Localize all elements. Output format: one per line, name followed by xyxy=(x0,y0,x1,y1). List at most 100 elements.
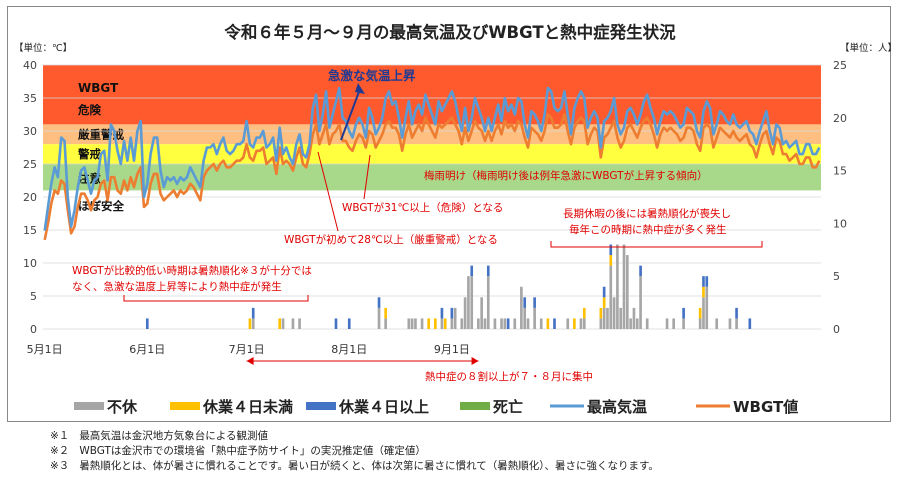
annotation-box xyxy=(421,369,611,383)
case-bar xyxy=(728,318,732,329)
footnote: ※１ 最高気温は金沢地方気象台による観測値 xyxy=(50,430,268,442)
case-bar xyxy=(278,318,282,329)
grid-layer xyxy=(43,64,821,330)
case-bar xyxy=(526,318,530,329)
x-tick-label: 7月1日 xyxy=(229,343,265,356)
case-bar xyxy=(582,318,586,329)
case-bar xyxy=(298,318,301,329)
case-bar xyxy=(579,318,583,329)
case-bar xyxy=(440,318,444,329)
case-bar xyxy=(477,318,480,329)
left-tick-label: 15 xyxy=(23,224,37,237)
annotation-bracket xyxy=(550,241,763,248)
period-arrow-head xyxy=(246,357,254,365)
case-bar xyxy=(450,318,454,329)
case-bar xyxy=(702,297,705,329)
line-layer xyxy=(43,86,821,241)
left-tick-label: 30 xyxy=(23,125,37,138)
case-bar xyxy=(523,307,527,329)
case-bar xyxy=(632,307,636,329)
annotation-text: WBGTが初めて28℃以上（厳重警戒）となる xyxy=(284,233,498,246)
annotation-text: 熱中症の８割以上が７・８月に集中 xyxy=(425,370,593,383)
annotation-text: 急激な気温上昇 xyxy=(328,68,416,83)
case-bar xyxy=(520,286,523,329)
case-bar xyxy=(546,318,550,329)
left-tick-label: 0 xyxy=(30,323,37,336)
band-label: 厳重警戒 xyxy=(78,127,124,141)
case-bar xyxy=(248,318,252,329)
legend-label: 不休 xyxy=(107,398,138,416)
case-bar xyxy=(453,307,457,329)
case-bar xyxy=(626,255,629,329)
case-bar xyxy=(377,297,381,308)
case-bar xyxy=(281,318,285,329)
case-bar xyxy=(715,318,719,329)
right-tick-label: 25 xyxy=(833,59,847,72)
annotation-text: WBGTが比較的低い時期は暑熱順化※３が十分では xyxy=(72,264,312,277)
case-bar xyxy=(407,318,411,329)
case-bar xyxy=(735,307,738,319)
band-label: ほぼ安全 xyxy=(78,199,124,213)
annotation-text: 長期休暇の後には暑熱順化が喪失し xyxy=(563,207,731,220)
case-bar xyxy=(410,318,414,329)
annotation-text: なく、急激な温度上昇等により熱中症が発生 xyxy=(72,280,282,293)
case-bar xyxy=(602,286,606,298)
annotation-pointer xyxy=(317,151,339,232)
case-bar xyxy=(582,307,586,319)
legend-swatch xyxy=(460,402,490,410)
footnote: ※２ WBGTは金沢市での環境省「熱中症予防サイト」の実況推定値（確定値） xyxy=(50,445,426,457)
legend-label: 最高気温 xyxy=(587,398,647,416)
case-bar xyxy=(698,307,702,319)
case-bar xyxy=(645,318,649,329)
legend-label: WBGT値 xyxy=(733,398,798,416)
case-bar xyxy=(503,318,507,329)
case-bar xyxy=(639,265,642,277)
case-bar xyxy=(665,318,669,329)
case-bar xyxy=(606,307,609,329)
legend-swatch xyxy=(306,402,336,410)
case-bar xyxy=(609,255,613,266)
left-unit-label: 【単位：℃】 xyxy=(14,42,72,54)
bar-layer xyxy=(145,244,752,329)
case-bar xyxy=(384,307,387,319)
period-arrow-head xyxy=(471,357,479,365)
case-bar xyxy=(493,318,497,329)
case-bar xyxy=(612,297,616,329)
case-bar xyxy=(486,265,490,277)
case-bar xyxy=(443,318,447,329)
series-line xyxy=(43,86,821,231)
left-tick-label: 10 xyxy=(23,257,37,270)
x-tick-label: 5月1日 xyxy=(27,343,63,356)
case-bar xyxy=(513,318,517,329)
case-bar xyxy=(599,307,603,319)
case-bar xyxy=(609,244,613,256)
left-tick-label: 20 xyxy=(23,191,37,204)
annotation-box xyxy=(280,231,542,247)
x-tick-label: 6月1日 xyxy=(129,343,165,356)
case-bar xyxy=(420,318,424,329)
case-bar xyxy=(414,318,417,329)
case-bar xyxy=(702,276,705,287)
legend-label: 休業４日未満 xyxy=(202,398,293,416)
case-bar xyxy=(698,318,702,329)
case-bar xyxy=(553,318,556,329)
case-bar xyxy=(483,318,487,329)
legend-swatch xyxy=(170,402,200,410)
left-tick-label: 35 xyxy=(23,92,37,105)
annotation-box xyxy=(338,199,524,215)
annotation-arrow xyxy=(340,88,361,141)
case-bar xyxy=(619,307,623,329)
case-bar xyxy=(705,276,709,287)
case-bar xyxy=(629,318,632,329)
case-bar xyxy=(470,276,474,329)
case-bar xyxy=(602,297,606,308)
x-tick-label: 9月1日 xyxy=(434,343,470,356)
case-bar xyxy=(440,307,444,319)
case-bar xyxy=(291,318,295,329)
case-bar xyxy=(609,265,613,329)
annotation-arrow-head xyxy=(355,83,365,94)
case-bar xyxy=(566,318,570,329)
legend-label: 死亡 xyxy=(493,398,523,416)
